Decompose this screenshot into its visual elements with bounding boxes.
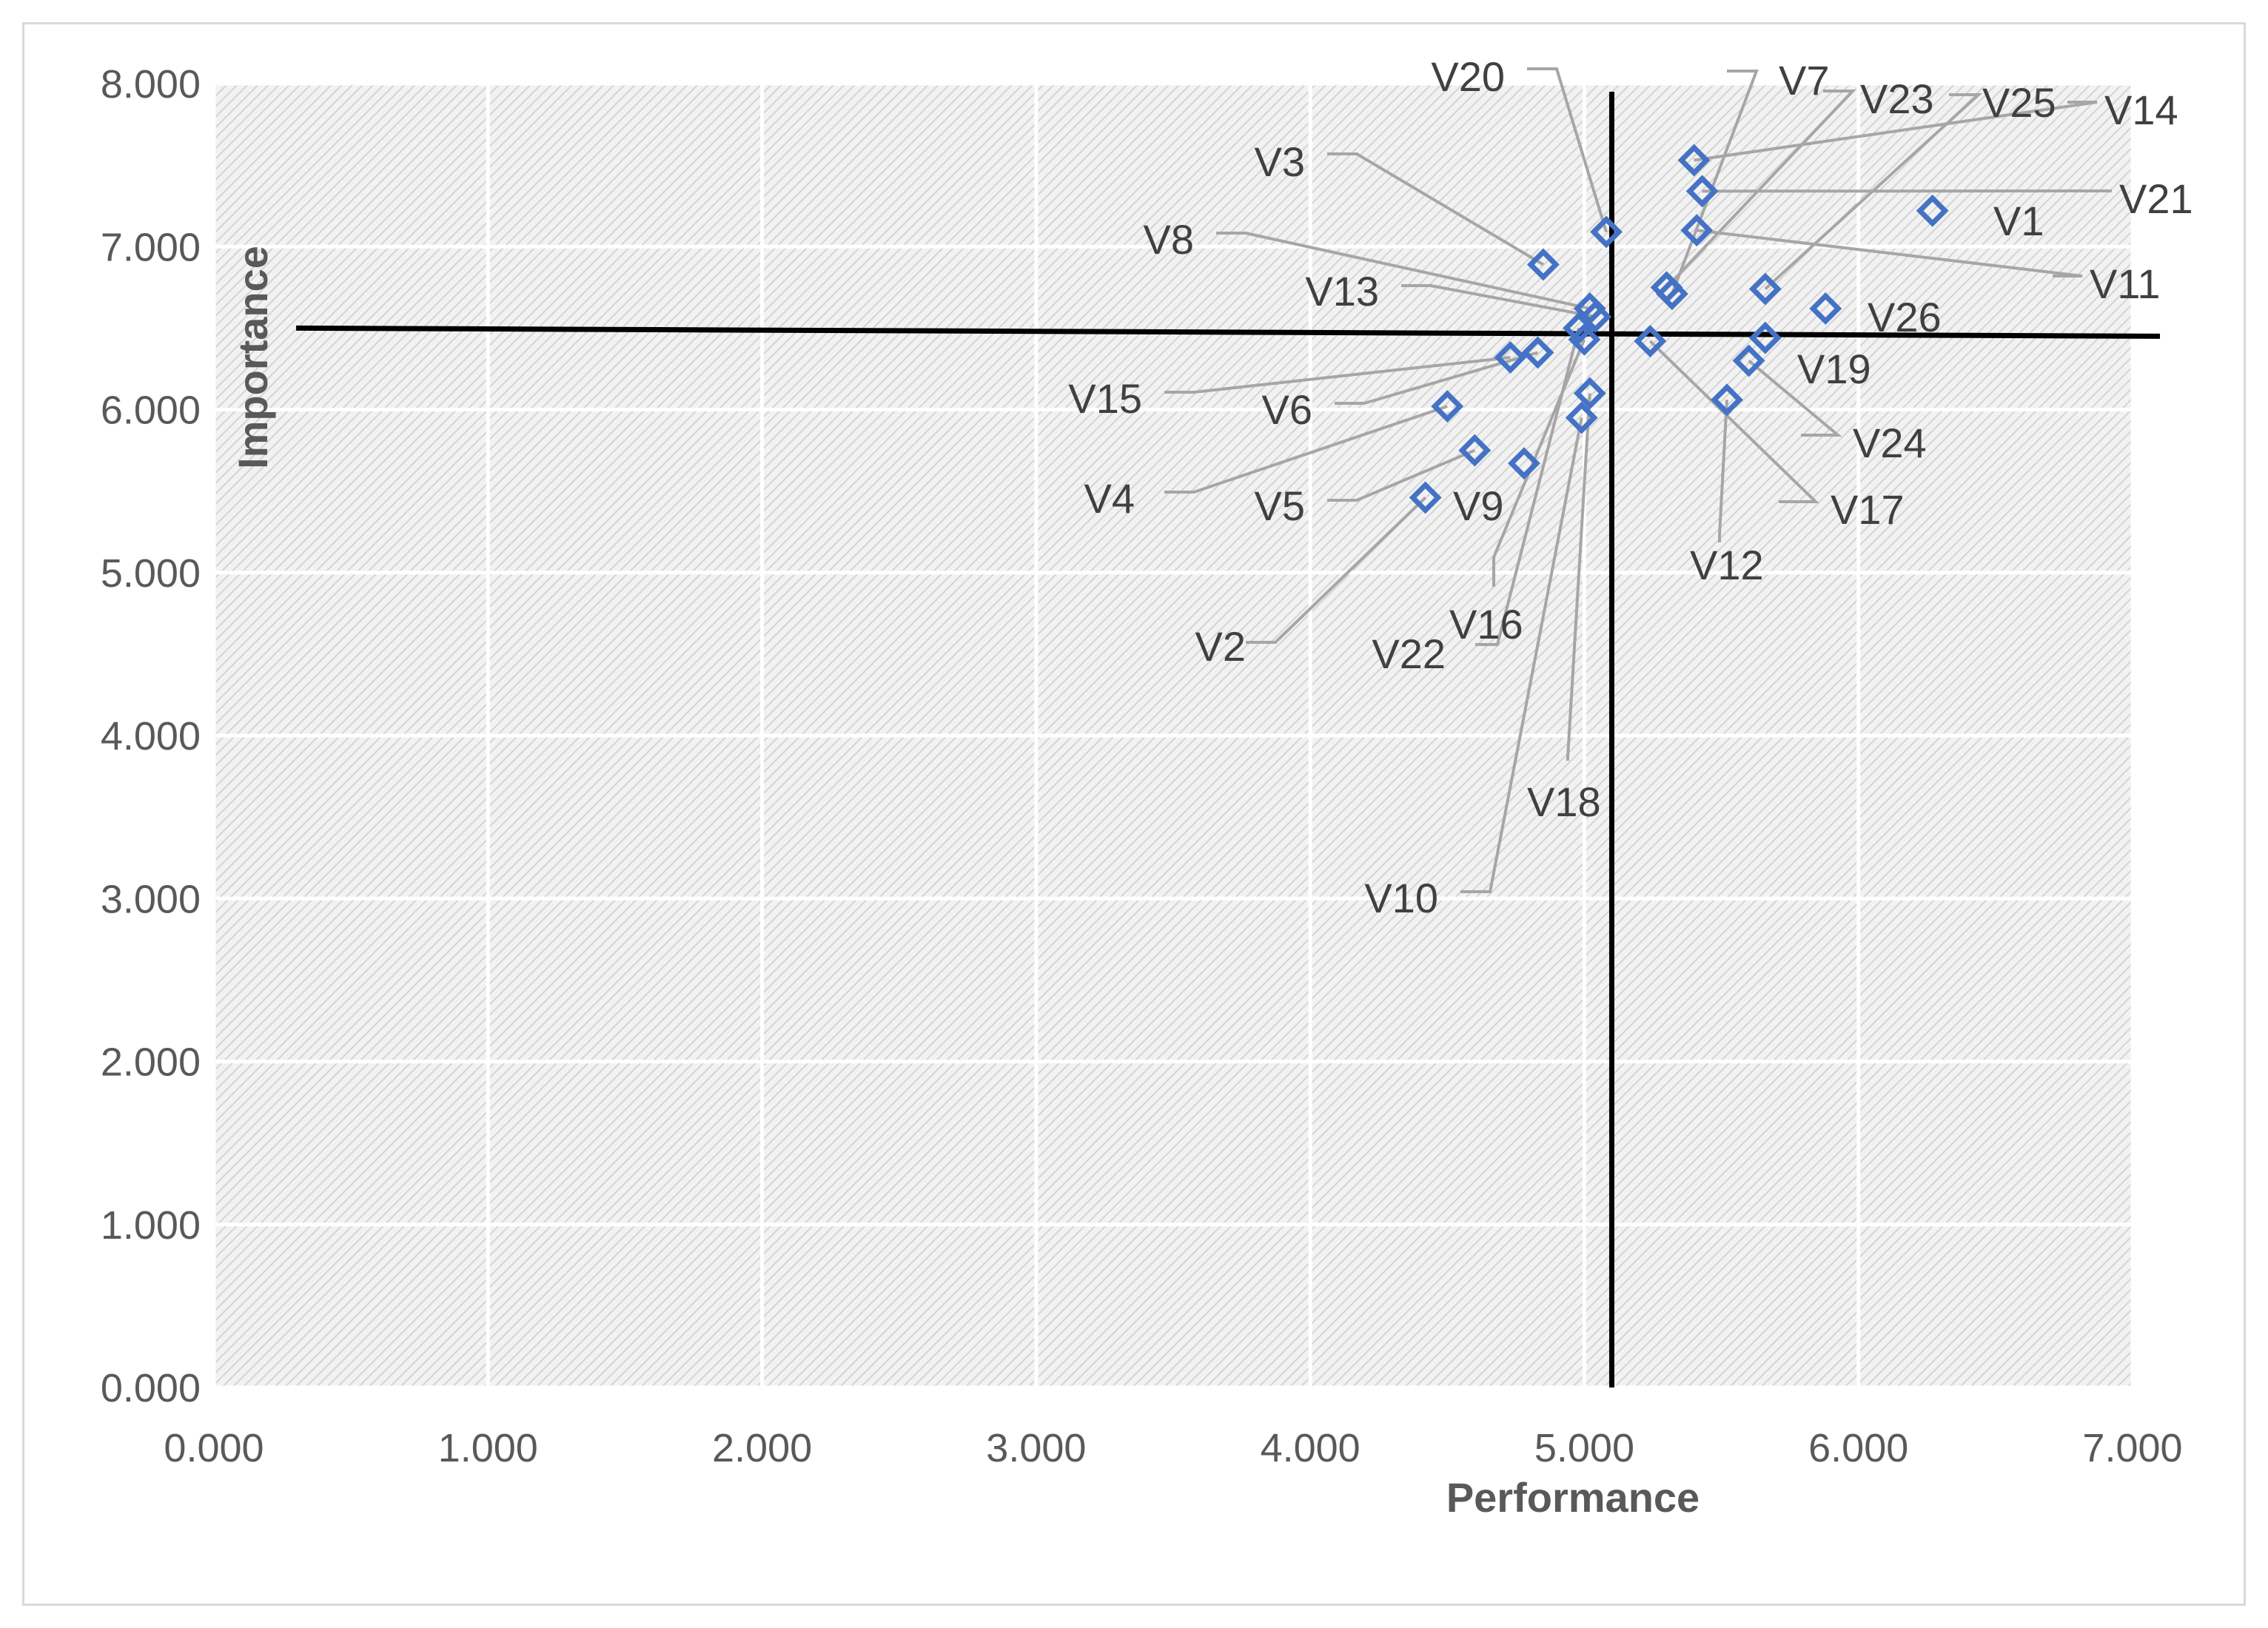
data-point-v26: [1809, 292, 1842, 325]
chart-frame: V1 V2 V3 V4 V5 V6 V7 V8 V9 V10 V11 V12 V13 V14 V15 V16 V…: [22, 22, 2246, 1606]
point-label-v18: V18: [1527, 778, 1601, 825]
y-tick-label: 6.000: [101, 388, 201, 433]
data-point-v9: [1508, 447, 1540, 480]
data-point-v4: [1431, 390, 1464, 423]
point-label-v23: V23: [1860, 75, 1934, 122]
data-point-v10: [1565, 401, 1598, 434]
leader-line-v23: [1665, 90, 1856, 289]
point-label-v6: V6: [1262, 386, 1313, 433]
leader-line-v17: [1648, 340, 1819, 503]
x-tick-label: 2.000: [712, 1426, 812, 1470]
leader-line-v2: [1246, 496, 1427, 644]
leader-line-v25: [1764, 93, 1983, 290]
point-label-v21: V21: [2119, 175, 2193, 222]
leader-line-v18: [1566, 393, 1591, 761]
data-point-v3: [1526, 248, 1560, 281]
data-point-v24: [1732, 344, 1765, 377]
y-tick-label: 7.000: [101, 225, 201, 269]
point-label-v17: V17: [1831, 486, 1905, 533]
point-label-v20: V20: [1431, 53, 1505, 100]
data-point-v11: [1680, 214, 1714, 247]
data-point-v19: [1748, 321, 1782, 354]
leader-line-v12: [1718, 400, 1728, 542]
point-label-v16: V16: [1449, 601, 1523, 648]
point-label-v3: V3: [1255, 138, 1306, 185]
point-label-v22: V22: [1372, 630, 1446, 677]
y-tick-label: 2.000: [101, 1040, 201, 1085]
leader-line-v22: [1475, 327, 1580, 646]
x-tick-label: 0.000: [164, 1426, 264, 1470]
y-tick-label: 1.000: [101, 1203, 201, 1248]
point-label-v7: V7: [1779, 57, 1830, 104]
data-point-v18: [1573, 377, 1606, 410]
point-label-v1: V1: [1993, 198, 2044, 244]
x-tick-label: 3.000: [986, 1426, 1086, 1470]
leader-line-v20: [1527, 67, 1608, 233]
leader-line-v3: [1327, 152, 1544, 266]
x-tick-label: 6.000: [1808, 1426, 1908, 1470]
leader-line-v14: [1694, 101, 2098, 162]
x-tick-label: 1.000: [438, 1426, 538, 1470]
data-point-v17: [1634, 325, 1667, 357]
point-label-v25: V25: [1982, 79, 2056, 126]
point-label-v10: V10: [1364, 875, 1438, 921]
point-label-v13: V13: [1305, 268, 1379, 314]
y-tick-label: 4.000: [101, 714, 201, 758]
y-tick-label: 0.000: [101, 1366, 201, 1410]
data-point-v14: [1677, 144, 1711, 177]
point-label-v15: V15: [1068, 375, 1142, 422]
point-label-v2: V2: [1195, 623, 1247, 670]
y-tick-label: 5.000: [101, 551, 201, 596]
leader-line-v8: [1216, 232, 1591, 310]
tick-labels: 0.000 1.000 2.000 3.000 4.000 5.000 6.000 7.000…: [101, 62, 2183, 1470]
y-tick-label: 8.000: [101, 62, 201, 107]
data-point-v22: [1563, 312, 1595, 345]
leader-lines: [1164, 67, 2113, 893]
data-point-v12: [1711, 383, 1743, 417]
leader-line-v5: [1327, 448, 1476, 502]
point-label-v19: V19: [1797, 346, 1871, 392]
y-tick-label: 3.000: [101, 877, 201, 921]
leader-line-v10: [1460, 417, 1583, 893]
data-point-v21: [1685, 175, 1719, 208]
data-point-v20: [1590, 215, 1623, 249]
reference-lines: [296, 92, 2161, 1388]
y-axis-title: Importance: [229, 246, 276, 469]
point-label-v12: V12: [1690, 542, 1764, 588]
leader-line-v13: [1401, 284, 1596, 318]
data-point-v15: [1494, 341, 1527, 374]
data-point-v25: [1748, 272, 1782, 306]
leader-line-v16: [1492, 339, 1586, 587]
leader-line-v6: [1335, 351, 1539, 405]
point-label-v24: V24: [1853, 420, 1927, 466]
horizontal-reference-line: [296, 325, 2161, 339]
point-label-v5: V5: [1255, 482, 1306, 529]
x-tick-label: 4.000: [1261, 1426, 1361, 1470]
data-point-v6: [1521, 336, 1554, 369]
leader-line-v15: [1164, 356, 1511, 394]
leader-line-v24: [1748, 359, 1842, 437]
data-point-v2: [1409, 481, 1442, 514]
leader-line-v4: [1164, 405, 1448, 494]
point-label-v8: V8: [1144, 216, 1195, 263]
data-point-v23: [1650, 271, 1683, 304]
point-label-v11: V11: [2090, 260, 2160, 307]
leader-line-v11: [1697, 229, 2083, 278]
point-label-v26: V26: [1868, 294, 1942, 340]
data-points: [1409, 144, 1949, 514]
point-label-v14: V14: [2104, 87, 2178, 133]
point-label-v4: V4: [1084, 475, 1135, 522]
x-tick-label: 7.000: [2082, 1426, 2182, 1470]
data-point-v1: [1916, 194, 1949, 227]
x-tick-label: 5.000: [1534, 1426, 1634, 1470]
grid: [212, 81, 2135, 1390]
point-label-v9: V9: [1453, 482, 1504, 529]
data-point-v5: [1458, 434, 1492, 467]
data-point-v13: [1579, 300, 1612, 333]
x-axis-title: Performance: [1446, 1474, 1700, 1521]
